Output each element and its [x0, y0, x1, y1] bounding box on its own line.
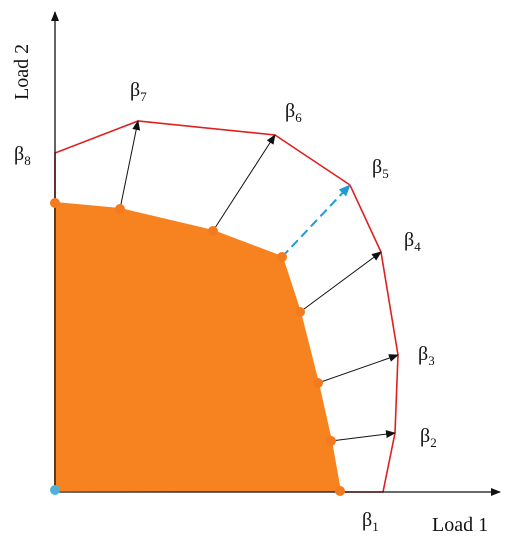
arrow: [317, 354, 399, 384]
beta-label: β8: [14, 143, 31, 168]
x-axis-label: Load 1: [432, 514, 488, 536]
beta-label: β3: [418, 343, 435, 368]
point: [208, 226, 218, 236]
origin: [50, 485, 60, 495]
beta-label: β1: [362, 509, 379, 534]
arrow: [330, 430, 396, 442]
beta-label: β2: [420, 425, 437, 450]
points: [50, 198, 345, 496]
point: [295, 307, 305, 317]
arrow: [119, 120, 141, 210]
outer-boundary: [54, 120, 399, 493]
beta-label: β4: [404, 229, 421, 254]
arrow: [212, 134, 276, 232]
y-axis-label: Load 2: [11, 44, 33, 100]
dashed-arrow: [281, 184, 351, 258]
safe-region: [54, 201, 342, 493]
beta-label: β5: [372, 156, 389, 181]
point: [326, 436, 336, 446]
point: [277, 252, 287, 262]
arrow: [299, 251, 382, 313]
point: [335, 486, 345, 496]
point: [50, 198, 60, 208]
beta-label: β7: [130, 79, 147, 104]
point: [115, 204, 125, 214]
point: [313, 378, 323, 388]
beta-label: β6: [285, 100, 302, 125]
arrows: [119, 120, 399, 442]
